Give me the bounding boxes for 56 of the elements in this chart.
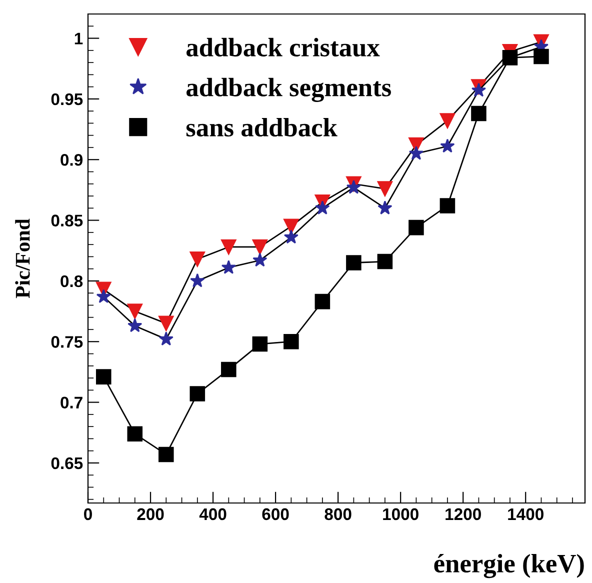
point — [440, 198, 456, 214]
point — [408, 146, 424, 160]
point — [284, 230, 298, 244]
point — [252, 336, 268, 352]
point — [471, 82, 486, 97]
x-tick-label: 600 — [262, 508, 289, 520]
x-tick-label: 0 — [84, 508, 92, 520]
point — [221, 260, 236, 274]
y-tick-label: 0.95 — [51, 93, 83, 106]
point — [221, 239, 236, 255]
point — [471, 106, 486, 122]
point — [158, 332, 174, 346]
x-tick-label: 800 — [324, 508, 352, 520]
point — [221, 362, 236, 378]
point — [377, 181, 393, 196]
x-tick-label: 1000 — [383, 508, 418, 520]
x-tick-label: 200 — [137, 508, 164, 520]
legend-label: addback segments — [186, 78, 391, 102]
point — [440, 138, 455, 153]
x-tick-label: 1400 — [508, 508, 544, 520]
point — [96, 289, 111, 304]
y-tick-label: 0.7 — [60, 396, 82, 408]
point — [284, 334, 299, 350]
legend-label: sans addback — [186, 118, 338, 137]
point — [96, 369, 112, 384]
y-tick-label: 1 — [74, 32, 83, 44]
y-axis-title: Pic/Fond — [15, 218, 30, 298]
point — [408, 220, 424, 236]
point — [378, 200, 392, 214]
point — [315, 200, 330, 214]
point — [252, 239, 268, 255]
point — [158, 316, 174, 332]
point — [190, 273, 205, 288]
point — [127, 304, 143, 319]
point — [534, 48, 549, 64]
x-axis-title: énergie (keV) — [434, 554, 584, 578]
point — [190, 386, 206, 402]
point — [314, 294, 330, 310]
point — [440, 113, 456, 128]
point — [190, 251, 206, 267]
y-tick-label: 0.85 — [51, 214, 83, 226]
point — [128, 318, 142, 332]
y-tick-label: 0.65 — [51, 457, 83, 470]
point — [284, 218, 299, 234]
point — [158, 446, 174, 462]
x-tick-label: 400 — [199, 508, 226, 520]
point — [377, 254, 393, 270]
y-tick-label: 0.75 — [51, 336, 83, 348]
x-tick-label: 1200 — [446, 508, 481, 520]
y-tick-label: 0.8 — [60, 275, 83, 288]
point — [127, 426, 143, 442]
legend-label: addback cristaux — [186, 38, 380, 57]
point — [346, 180, 361, 194]
y-tick-label: 0.9 — [60, 154, 83, 166]
point — [346, 255, 362, 270]
point — [252, 252, 268, 267]
